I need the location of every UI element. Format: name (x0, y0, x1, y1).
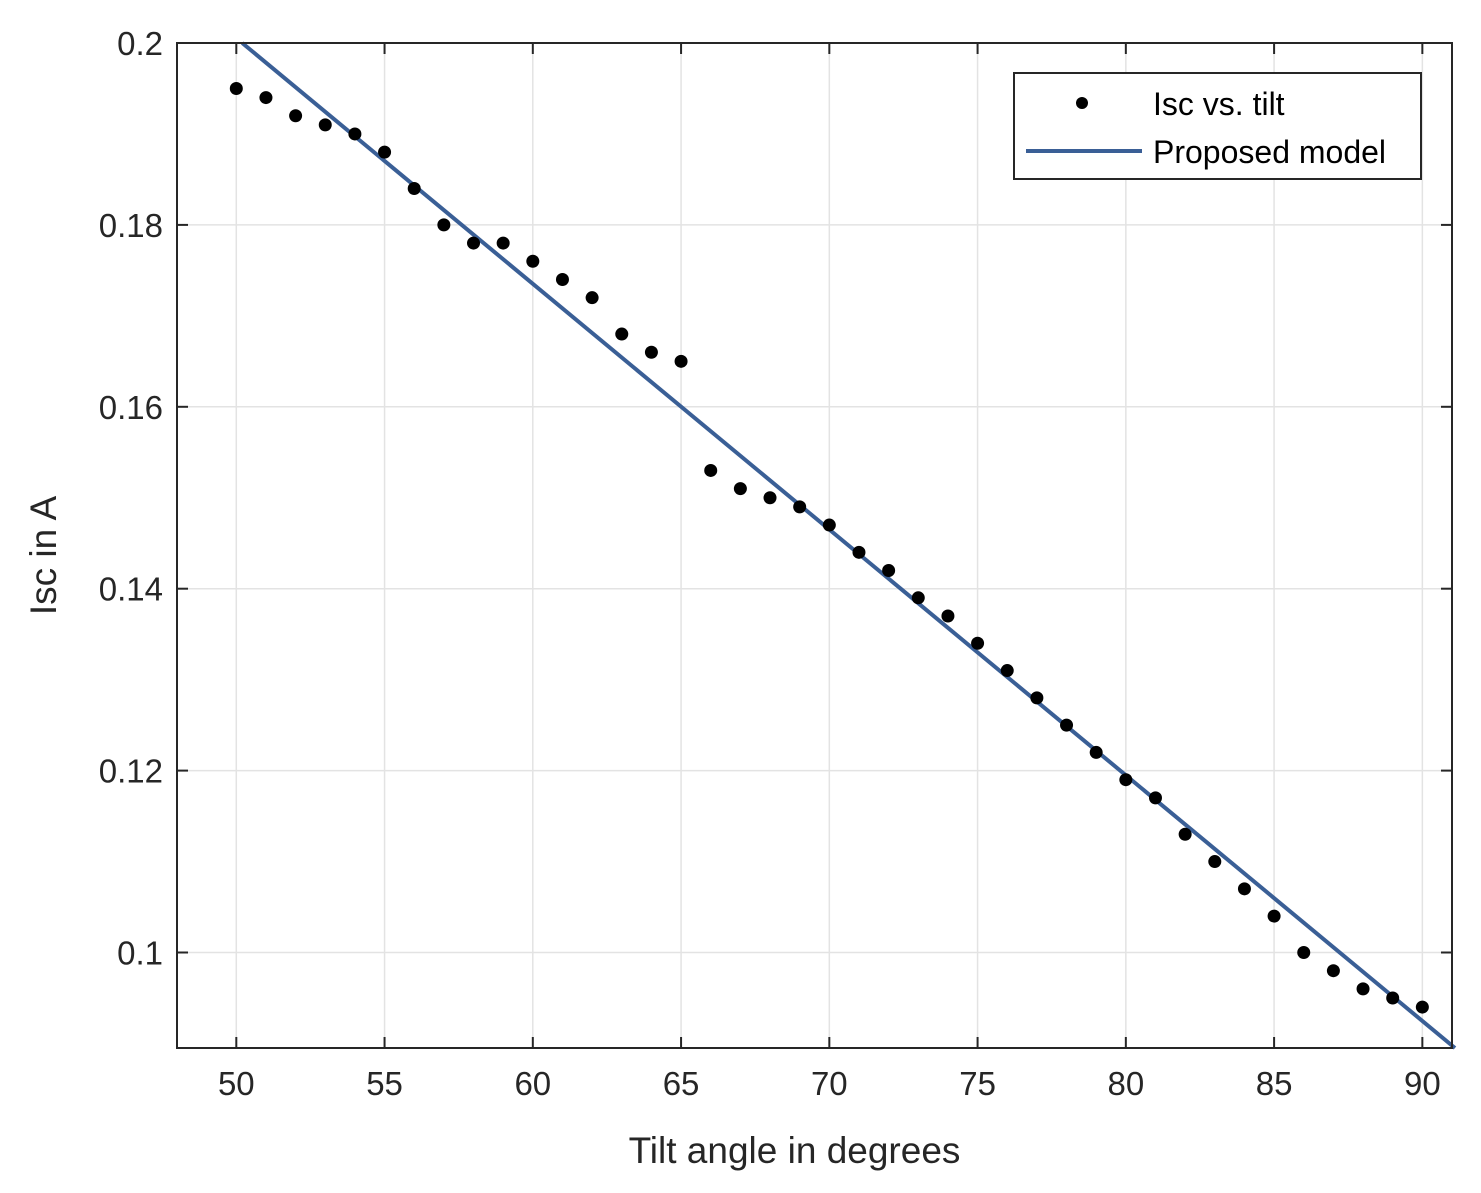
data-point (1030, 691, 1044, 705)
model-line (240, 41, 1457, 1050)
data-point (674, 354, 688, 368)
data-point (1089, 745, 1103, 759)
x-tick-label: 60 (514, 1065, 551, 1102)
data-point (793, 500, 807, 514)
data-point (1386, 991, 1400, 1005)
data-point (971, 636, 985, 650)
x-tick-label: 70 (811, 1065, 848, 1102)
y-tick-label: 0.12 (99, 753, 163, 790)
data-point (467, 236, 481, 250)
data-point (318, 118, 332, 132)
data-point (496, 236, 510, 250)
data-point (1208, 855, 1222, 869)
legend-label-isc-vs-tilt: Isc vs. tilt (1153, 86, 1285, 122)
data-point (733, 482, 747, 496)
data-point (229, 81, 243, 95)
legend-box (1013, 72, 1422, 180)
data-point (1297, 946, 1311, 960)
x-tick-label: 50 (218, 1065, 255, 1102)
data-point (407, 182, 421, 196)
data-point (1267, 909, 1281, 923)
axes-background (177, 43, 1452, 1048)
x-tick-labels: 50 55 60 65 70 75 80 85 90 (218, 1065, 1441, 1102)
x-axis-label: Tilt angle in degrees (629, 1130, 961, 1171)
plot-area (176, 41, 1457, 1050)
data-point (585, 291, 599, 305)
y-tick-label: 0.16 (99, 389, 163, 426)
x-tick-label: 55 (366, 1065, 403, 1102)
axes-box (176, 42, 1453, 1049)
data-point (1178, 827, 1192, 841)
x-tick-label: 65 (663, 1065, 700, 1102)
data-point (822, 518, 836, 532)
x-tick-label: 80 (1107, 1065, 1144, 1102)
data-point (1415, 1000, 1429, 1014)
y-tick-label: 0.14 (99, 571, 163, 608)
data-point (348, 127, 362, 141)
series-proposed-model (240, 41, 1457, 1050)
y-axis-label: Isc in A (23, 496, 64, 616)
data-point (1356, 982, 1370, 996)
x-tick-label: 75 (959, 1065, 996, 1102)
data-point (1326, 964, 1340, 978)
y-tick-label: 0.1 (117, 935, 163, 972)
y-tick-labels: 0.1 0.12 0.14 0.16 0.18 0.2 (99, 25, 163, 972)
data-point (911, 591, 925, 605)
data-point (941, 609, 955, 623)
data-point (704, 463, 718, 477)
data-point (852, 545, 866, 559)
legend-marker-scatter (1076, 97, 1088, 109)
ticks (177, 42, 1452, 1048)
x-tick-label: 90 (1404, 1065, 1441, 1102)
x-tick-label: 85 (1256, 1065, 1293, 1102)
legend-label-proposed-model: Proposed model (1153, 134, 1386, 170)
data-point (555, 272, 569, 286)
data-point (1148, 791, 1162, 805)
data-point (882, 564, 896, 578)
data-point (1060, 718, 1074, 732)
data-point (289, 109, 303, 123)
data-point (1119, 773, 1133, 787)
data-point (1237, 882, 1251, 896)
y-tick-label: 0.18 (99, 207, 163, 244)
data-point (615, 327, 629, 341)
series-isc-vs-tilt (229, 81, 1429, 1014)
data-point (437, 218, 451, 232)
legend: Isc vs. tilt Proposed model (1013, 72, 1422, 180)
data-point (1000, 664, 1014, 678)
data-point (378, 145, 392, 159)
y-tick-label: 0.2 (117, 25, 163, 62)
data-point (763, 491, 777, 505)
data-point (526, 254, 540, 268)
data-point (644, 345, 658, 359)
data-point (259, 91, 273, 105)
